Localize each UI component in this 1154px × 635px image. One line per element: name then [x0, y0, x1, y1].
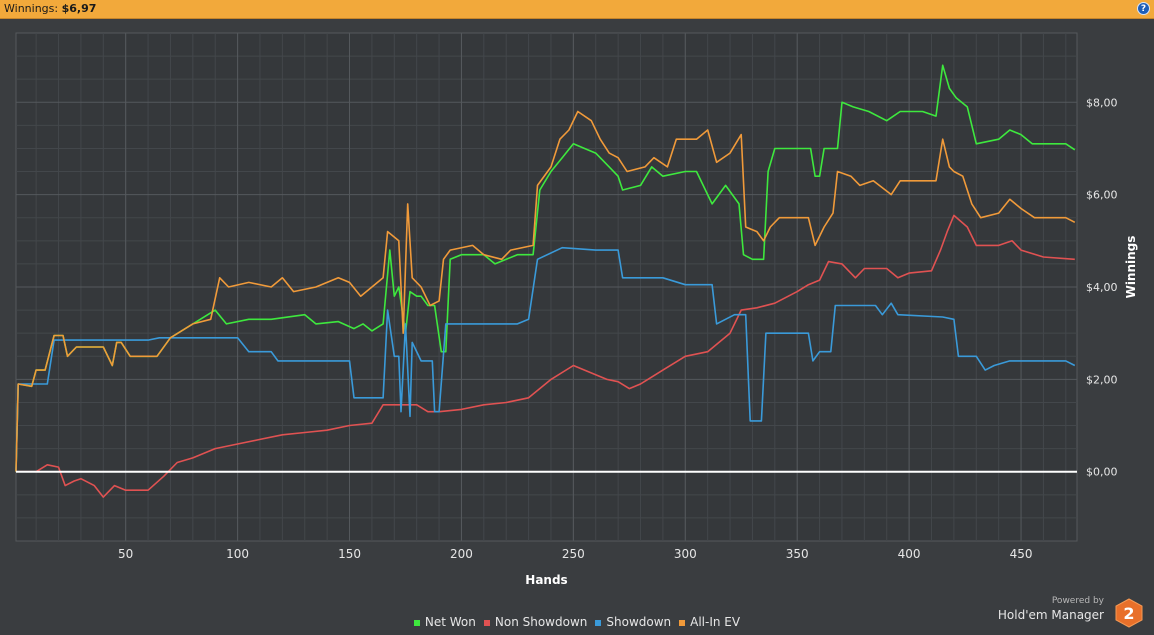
- x-tick-label: 400: [898, 547, 921, 561]
- x-tick-label: 200: [450, 547, 473, 561]
- logo-badge-text: 2: [1123, 604, 1134, 623]
- legend-label: Net Won: [424, 615, 476, 629]
- y-tick-label: $0,00: [1086, 466, 1118, 479]
- legend-item: Net Won: [413, 615, 476, 629]
- x-tick-label: 350: [786, 547, 809, 561]
- x-tick-label: 450: [1010, 547, 1033, 561]
- y-tick-label: $8,00: [1086, 96, 1118, 109]
- legend-item: Non Showdown: [483, 615, 588, 629]
- x-tick-label: 100: [226, 547, 249, 561]
- series-line-non-showdown: [16, 214, 1075, 498]
- legend-label: Non Showdown: [494, 615, 588, 629]
- x-tick-label: 300: [674, 547, 697, 561]
- series-line-all-in-ev: [15, 110, 1076, 472]
- brand-footer: Powered by Hold'em Manager 2: [994, 596, 1144, 630]
- product-name: Hold'em Manager: [997, 608, 1104, 622]
- winnings-chart: 50 100 150 200 250 300 350 400 450 $0,00 $2,00 $4,0…: [15, 32, 1138, 587]
- legend-item: Showdown: [595, 615, 671, 629]
- x-tick-label: 250: [562, 547, 585, 561]
- x-tick-label: 150: [338, 547, 361, 561]
- winnings-value: $6,97: [61, 2, 97, 15]
- help-icon[interactable]: ?: [1137, 2, 1150, 15]
- winnings-label: Winnings:: [4, 2, 59, 15]
- y-tick-label: $6,00: [1086, 189, 1118, 202]
- legend-label: All-In EV: [690, 615, 741, 629]
- winnings-summary: Winnings: $6,97: [4, 2, 96, 15]
- legend-item: All-In EV: [679, 615, 740, 629]
- legend-swatch: [679, 619, 686, 626]
- series-line-showdown: [15, 246, 1076, 472]
- x-axis-label: Hands: [525, 573, 567, 587]
- y-tick-label: $4,00: [1086, 281, 1118, 294]
- powered-by-text: Powered by: [1051, 596, 1104, 606]
- legend-swatch: [413, 619, 420, 626]
- y-tick-label: $2,00: [1086, 373, 1118, 386]
- x-tick-label: 50: [118, 547, 133, 561]
- legend-swatch: [595, 619, 602, 626]
- chart-legend: Net Won Non Showdown Showdown All-In EV: [0, 615, 1154, 629]
- title-bar: Winnings: $6,97 ?: [0, 0, 1154, 19]
- y-axis-label: Winnings: [1124, 236, 1138, 299]
- legend-label: Showdown: [606, 615, 672, 629]
- legend-swatch: [483, 619, 490, 626]
- hem2-logo-icon: 2: [1115, 598, 1143, 628]
